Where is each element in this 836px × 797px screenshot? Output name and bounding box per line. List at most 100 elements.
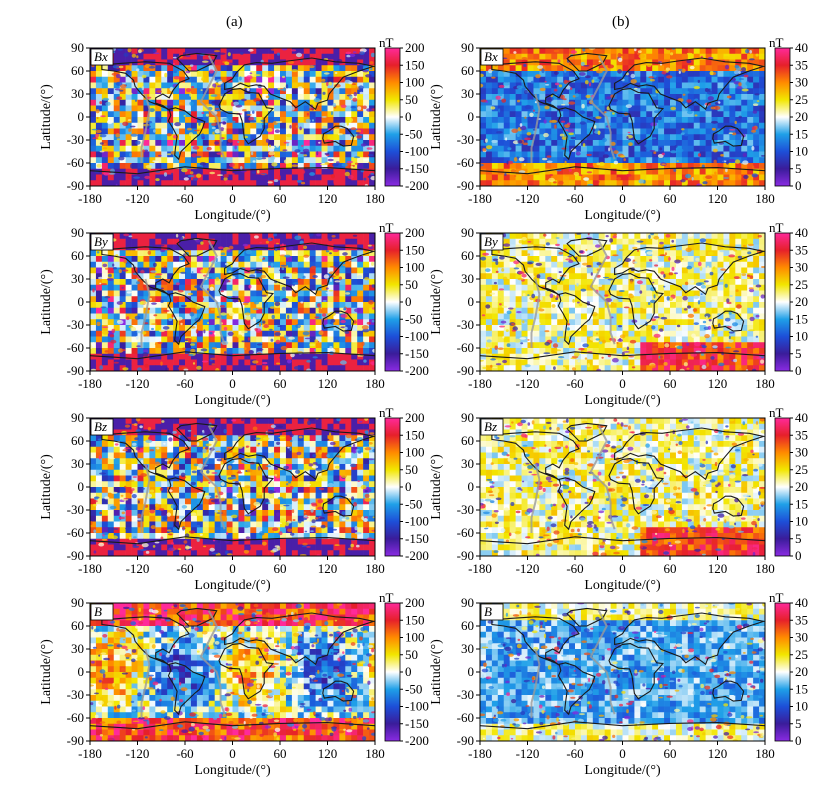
- heatmap-cell: [309, 140, 316, 147]
- heatmap-cell: [321, 481, 328, 488]
- heatmap-speckle: [237, 141, 240, 143]
- heatmap-cell: [244, 330, 251, 337]
- heatmap-cell: [256, 359, 263, 366]
- heatmap-cell: [315, 65, 322, 72]
- heatmap-cell: [95, 76, 103, 83]
- heatmap-speckle: [124, 485, 127, 488]
- heatmap-cell: [161, 279, 168, 286]
- heatmap-speckle: [248, 284, 252, 289]
- heatmap-cell: [149, 418, 156, 425]
- heatmap-cell: [167, 284, 174, 291]
- heatmap-speckle: [253, 501, 261, 507]
- heatmap-cell: [179, 233, 186, 240]
- heatmap-cell: [179, 88, 186, 95]
- heatmap-cell: [131, 99, 138, 106]
- heatmap-cell: [268, 134, 275, 141]
- heatmap-cell: [107, 458, 115, 465]
- heatmap-cell: [131, 603, 138, 610]
- heatmap-cell: [321, 117, 328, 124]
- heatmap-cell: [357, 504, 364, 511]
- heatmap-cell: [196, 452, 204, 459]
- coastlines: [90, 52, 375, 175]
- heatmap-cell: [285, 418, 293, 425]
- heatmap-cell: [161, 65, 168, 72]
- heatmap-cell: [173, 608, 180, 615]
- heatmap-speckle: [345, 292, 351, 295]
- heatmap-cell: [309, 151, 316, 158]
- heatmap-cell: [119, 620, 126, 627]
- heatmap-cell: [250, 134, 257, 141]
- heatmap-speckle: [133, 176, 140, 179]
- heatmap-cell: [196, 99, 204, 106]
- heatmap-cell: [149, 365, 156, 371]
- heatmap-cell: [303, 250, 310, 257]
- heatmap-cell: [202, 140, 210, 147]
- heatmap-cell: [285, 134, 293, 141]
- heatmap-cell: [208, 238, 215, 245]
- heatmap-speckle: [176, 518, 182, 521]
- heatmap-cell: [339, 603, 346, 610]
- heatmap-cell: [309, 608, 316, 615]
- heatmap-cell: [190, 464, 198, 471]
- heatmap-cell: [280, 99, 287, 106]
- heatmap-cell: [244, 273, 251, 280]
- heatmap-cell: [250, 458, 257, 465]
- heatmap-cell: [268, 458, 275, 465]
- heatmap-cell: [149, 492, 156, 499]
- heatmap-speckle: [237, 470, 241, 473]
- heatmap-cell: [101, 464, 109, 471]
- heatmap-speckle: [160, 249, 166, 253]
- heatmap-cell: [161, 174, 168, 181]
- heatmap-speckle: [241, 340, 246, 343]
- heatmap-cell: [315, 550, 322, 556]
- heatmap-cell: [137, 134, 144, 141]
- heatmap-cell: [131, 261, 138, 268]
- heatmap-speckle: [218, 52, 226, 55]
- y-tick-label: 90: [71, 40, 84, 55]
- heatmap-cell: [321, 65, 328, 72]
- heatmap-cell: [149, 359, 156, 366]
- heatmap-cell: [90, 267, 97, 274]
- heatmap-cell: [143, 475, 150, 482]
- heatmap-cell: [357, 620, 364, 627]
- heatmap-cell: [303, 348, 310, 355]
- heatmap-speckle: [304, 530, 308, 533]
- heatmap-cell: [333, 302, 340, 309]
- heatmap-cell: [333, 353, 340, 360]
- heatmap-cell: [119, 48, 126, 55]
- heatmap-cell: [333, 151, 340, 158]
- heatmap-cell: [113, 313, 120, 320]
- heatmap-speckle: [353, 156, 361, 159]
- heatmap-cell: [309, 533, 316, 540]
- heatmap-speckle: [215, 277, 220, 281]
- heatmap-cell: [274, 233, 281, 240]
- heatmap-cell: [250, 441, 257, 448]
- heatmap-cell: [155, 117, 162, 124]
- heatmap-speckle: [265, 366, 269, 370]
- heatmap-cell: [90, 117, 97, 124]
- heatmap-cell: [161, 284, 168, 291]
- heatmap-speckle: [258, 322, 262, 327]
- heatmap-cell: [309, 99, 316, 106]
- heatmap-speckle: [288, 467, 293, 470]
- heatmap-cell: [303, 151, 310, 158]
- heatmap-cell: [285, 122, 293, 129]
- heatmap-cell: [244, 418, 251, 425]
- heatmap-cell: [363, 244, 370, 251]
- heatmap-cell: [244, 238, 251, 245]
- heatmap-cell: [167, 157, 174, 164]
- heatmap-speckle: [257, 442, 261, 445]
- heatmap-speckle: [142, 284, 145, 288]
- heatmap-speckle: [260, 59, 264, 63]
- heatmap-cell: [131, 140, 138, 147]
- heatmap-speckle: [257, 466, 261, 471]
- heatmap-cell: [167, 261, 174, 268]
- heatmap-cell: [369, 510, 375, 517]
- heatmap-cell: [309, 256, 316, 263]
- heatmap-speckle: [359, 51, 365, 55]
- heatmap-cell: [202, 233, 210, 240]
- heatmap-cell: [280, 475, 287, 482]
- heatmap-cell: [190, 71, 198, 78]
- heatmap-cell: [315, 250, 322, 257]
- heatmap-cell: [101, 111, 109, 118]
